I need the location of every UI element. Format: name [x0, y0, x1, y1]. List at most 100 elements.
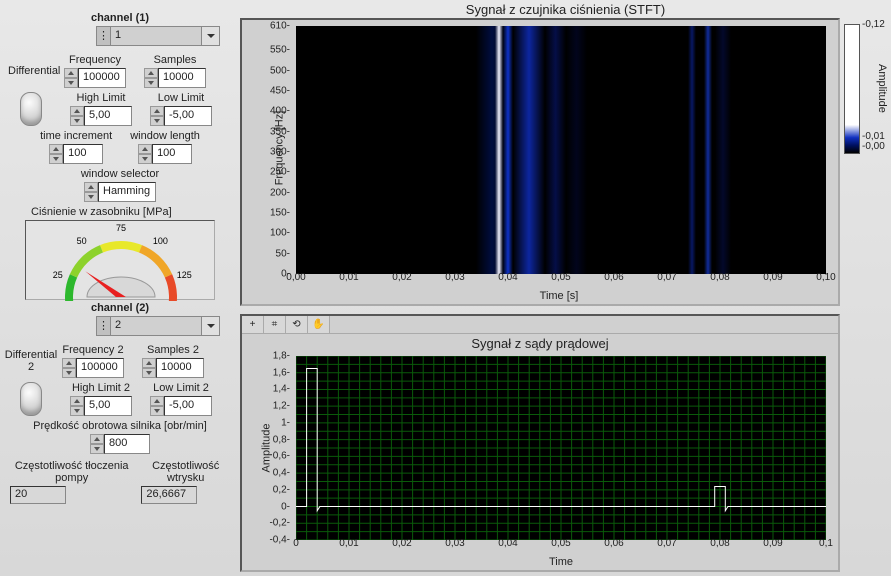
ytick: 0,4- [273, 468, 290, 479]
spin-icon[interactable] [64, 68, 78, 88]
spin-icon[interactable] [144, 68, 158, 88]
ytick: 610- [270, 21, 290, 32]
timeinc-input[interactable]: 100 [49, 144, 103, 164]
frequency1-value[interactable]: 100000 [78, 68, 126, 88]
svg-text:125: 125 [177, 270, 192, 280]
ytick: 500- [270, 65, 290, 76]
ytick: 50- [276, 248, 290, 259]
xtick: 0,06 [604, 538, 623, 549]
graph-xaxis: 0,10,090,080,070,060,050,040,030,020,010… [296, 536, 826, 570]
pumpfreq-label: Częstotliwość tłoczenia pompy [10, 460, 133, 484]
spin-icon[interactable] [62, 358, 76, 378]
xtick: 0,02 [392, 272, 411, 283]
xtick: 0,00 [286, 272, 305, 283]
spin-icon[interactable] [90, 434, 104, 454]
channel1-select-handle[interactable]: ⋮ [97, 27, 111, 45]
lowlimit2-value[interactable]: -5,00 [164, 396, 212, 416]
windowlen-value[interactable]: 100 [152, 144, 192, 164]
xtick: 0,1 [819, 538, 833, 549]
spin-icon[interactable] [150, 106, 164, 126]
chevron-down-icon[interactable] [201, 317, 219, 335]
lowlimit1-value[interactable]: -5,00 [164, 106, 212, 126]
spin-icon[interactable] [70, 396, 84, 416]
colorbar: -0,12-0,01-0,00 Amplitude [844, 24, 884, 160]
samples1-label: Samples [154, 54, 197, 66]
ytick: 0,8- [273, 434, 290, 445]
spin-icon[interactable] [84, 182, 98, 202]
spin-icon[interactable] [142, 358, 156, 378]
highlimit1-input[interactable]: 5,00 [70, 106, 132, 126]
differential2-toggle[interactable] [20, 382, 42, 416]
frequency2-value[interactable]: 100000 [76, 358, 124, 378]
channel2-select[interactable]: ⋮ 2 [96, 316, 220, 336]
graph-title: Sygnał z sądy prądowej [242, 334, 838, 351]
tool-crosshair-icon[interactable]: + [242, 316, 264, 333]
ytick: 0,6- [273, 451, 290, 462]
ytick: 300- [270, 147, 290, 158]
rpm-input[interactable]: 800 [90, 434, 150, 454]
colorbar-gradient [844, 24, 860, 154]
xtick: 0,04 [498, 272, 517, 283]
tool-reset-icon[interactable]: ⟲ [286, 316, 308, 333]
xtick: 0,03 [445, 272, 464, 283]
highlimit2-input[interactable]: 5,00 [70, 396, 132, 416]
spin-icon[interactable] [49, 144, 63, 164]
svg-text:50: 50 [77, 236, 87, 246]
differential1-toggle[interactable] [20, 92, 42, 126]
samples2-value[interactable]: 10000 [156, 358, 204, 378]
windowsel-value[interactable]: Hamming [98, 182, 156, 202]
timeinc-label: time increment [40, 130, 112, 142]
highlimit1-label: High Limit [77, 92, 126, 104]
windowlen-input[interactable]: 100 [138, 144, 192, 164]
spin-icon[interactable] [138, 144, 152, 164]
samples2-input[interactable]: 10000 [142, 358, 204, 378]
windowsel-input[interactable]: Hamming [84, 182, 156, 202]
channel2-select-handle[interactable]: ⋮ [97, 317, 111, 335]
spectro-title: Sygnał z czujnika ciśnienia (STFT) [240, 0, 891, 20]
spin-icon[interactable] [70, 106, 84, 126]
samples2-label: Samples 2 [147, 344, 199, 356]
spin-icon[interactable] [150, 396, 164, 416]
rpm-label: Prędkość obrotowa silnika [obr/min] [33, 420, 207, 432]
differential2-label: Differential 2 [4, 349, 58, 373]
xtick: 0,06 [604, 272, 623, 283]
svg-text:25: 25 [53, 270, 63, 280]
xtick: 0,08 [710, 272, 729, 283]
svg-text:75: 75 [116, 223, 126, 233]
ytick: 1,4- [273, 384, 290, 395]
xtick: 0,08 [710, 538, 729, 549]
pumpfreq-value: 20 [10, 486, 66, 504]
lowlimit1-input[interactable]: -5,00 [150, 106, 212, 126]
timeinc-value[interactable]: 100 [63, 144, 103, 164]
graph-plot[interactable] [296, 356, 826, 540]
ytick: 200- [270, 187, 290, 198]
highlimit2-value[interactable]: 5,00 [84, 396, 132, 416]
ytick: 1,2- [273, 401, 290, 412]
samples1-value[interactable]: 10000 [158, 68, 206, 88]
spectro-plot[interactable] [296, 26, 826, 274]
injfreq-value: 26,6667 [141, 486, 197, 504]
channel1-label: channel (1) [6, 12, 234, 24]
highlimit1-value[interactable]: 5,00 [84, 106, 132, 126]
graph-ylabel: Amplitude [260, 424, 272, 473]
windowlen-label: window length [130, 130, 200, 142]
samples1-input[interactable]: 10000 [144, 68, 206, 88]
differential1-label: Differential [8, 65, 56, 77]
rpm-value[interactable]: 800 [104, 434, 150, 454]
channel1-select[interactable]: ⋮ 1 [96, 26, 220, 46]
ytick: 0,2- [273, 484, 290, 495]
frequency1-input[interactable]: 100000 [64, 68, 126, 88]
tool-pan-icon[interactable]: ✋ [308, 316, 330, 333]
ytick: 250- [270, 167, 290, 178]
chevron-down-icon[interactable] [201, 27, 219, 45]
colorbar-tick: -0,12 [862, 19, 885, 30]
frequency2-label: Frequency 2 [62, 344, 123, 356]
ytick: 1,6- [273, 367, 290, 378]
tool-zoom-icon[interactable]: ⌗ [264, 316, 286, 333]
spectro-xaxis: 0,100,090,080,070,060,050,040,030,020,01… [296, 270, 822, 304]
xtick: 0,01 [339, 272, 358, 283]
frequency2-input[interactable]: 100000 [62, 358, 124, 378]
injfreq-label: Częstotliwość wtrysku [141, 460, 230, 484]
spectro-yaxis: Frequency [Hz] 0-50-100-150-200-250-300-… [242, 26, 296, 270]
lowlimit2-input[interactable]: -5,00 [150, 396, 212, 416]
